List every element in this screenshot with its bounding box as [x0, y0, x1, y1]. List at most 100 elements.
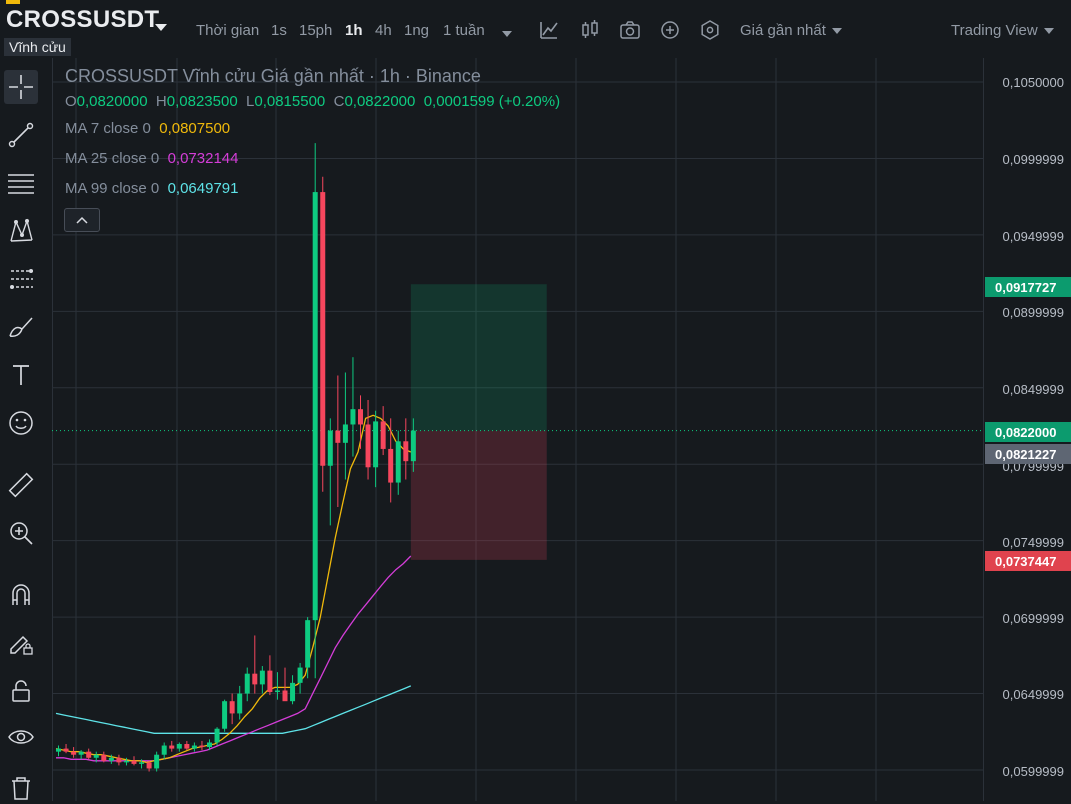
timeframe-1w[interactable]: 1 tuần	[443, 22, 485, 39]
price-axis-label: 0,0899999	[1002, 305, 1064, 320]
timeframe-1s[interactable]: 1s	[271, 22, 287, 39]
horizontal-lines-tool[interactable]	[4, 166, 38, 200]
crosshair-tool[interactable]	[4, 70, 38, 104]
candlestick-chart[interactable]	[52, 58, 983, 801]
take-profit-zone	[410, 284, 547, 431]
candle-body	[199, 745, 205, 748]
chart-type-icon[interactable]	[579, 19, 601, 41]
timeframe-4h[interactable]: 4h	[375, 22, 392, 39]
brush-icon	[9, 317, 33, 337]
symbol-dropdown-icon[interactable]	[155, 24, 167, 31]
candle-body	[237, 693, 243, 714]
symbol-title[interactable]: CROSSUSDT	[6, 6, 160, 33]
timeframe-1d[interactable]: 1ng	[404, 22, 430, 39]
pattern-tool[interactable]	[4, 214, 38, 248]
top-bar: CROSSUSDT Vĩnh cửu Thời gian 1s 15ph 1h …	[0, 0, 1071, 58]
eye-icon	[8, 730, 34, 744]
add-icon[interactable]	[659, 19, 681, 41]
ohlc-row: O0,0820000 H0,0823500 L0,0815500 C0,0822…	[65, 93, 560, 110]
ruler-tool[interactable]	[4, 468, 38, 502]
open-label: O	[65, 93, 77, 110]
view-mode-dropdown[interactable]: Trading View	[951, 22, 1054, 39]
candle-body	[327, 430, 333, 466]
candle-body	[161, 745, 167, 755]
magnet-icon	[12, 584, 30, 605]
timeframe-label: Thời gian	[196, 22, 260, 39]
high-value: 0,0823500	[166, 93, 238, 110]
chart-area[interactable]: CROSSUSDT Vĩnh cửu Giá gần nhất · 1h · B…	[52, 58, 983, 801]
price-axis-label: 0,1050000	[1002, 75, 1064, 90]
timeframe-1h[interactable]: 1h	[345, 22, 363, 39]
visibility-tool[interactable]	[4, 720, 38, 754]
ma99-value: 0,0649791	[167, 180, 239, 197]
candle-body	[154, 754, 160, 769]
stop-loss-price-tag: 0,0737447	[985, 551, 1071, 571]
candle-body	[350, 409, 356, 425]
candle-body	[78, 751, 84, 755]
brush-tool[interactable]	[4, 310, 38, 344]
ma99-line	[55, 685, 412, 734]
camera-icon[interactable]	[619, 19, 641, 41]
indicators-icon[interactable]	[538, 19, 560, 41]
candle-body	[191, 745, 197, 749]
brand-accent-mark	[6, 0, 20, 4]
ma7-line	[55, 414, 412, 764]
price-axis[interactable]: 0,1050000 0,0999999 0,0949999 0,0899999 …	[983, 58, 1071, 801]
candle-body	[71, 751, 77, 755]
candle-body	[63, 748, 69, 752]
lock-icon	[12, 680, 30, 702]
ma25-label: MA 25 close 0	[65, 150, 160, 167]
ruler-icon	[8, 472, 34, 498]
delete-tool[interactable]	[4, 770, 38, 804]
chevron-up-icon	[76, 216, 88, 224]
candle-body	[139, 762, 145, 764]
drawing-toolbar	[0, 58, 53, 801]
price-axis-label: 0,0699999	[1002, 611, 1064, 626]
price-axis-label: 0,0849999	[1002, 382, 1064, 397]
candle-body	[312, 192, 318, 621]
candle-body	[380, 421, 386, 449]
candle-body	[123, 760, 129, 763]
price-axis-label: 0,0749999	[1002, 535, 1064, 550]
trend-line-tool[interactable]	[4, 118, 38, 152]
emoji-icon	[9, 411, 33, 435]
emoji-tool[interactable]	[4, 406, 38, 440]
chevron-down-icon	[831, 28, 842, 35]
ma7-label: MA 7 close 0	[65, 120, 151, 137]
text-tool[interactable]	[4, 358, 38, 392]
lock-drawings-tool[interactable]	[4, 626, 38, 660]
candle-body	[267, 670, 273, 693]
candle-body	[297, 667, 303, 683]
legend-collapse-button[interactable]	[64, 208, 100, 232]
mark-price-tag: 0,0821227	[985, 444, 1071, 464]
ma25-legend[interactable]: MA 25 close 0 0,0732144	[65, 150, 238, 167]
timeframe-more-icon[interactable]	[500, 26, 514, 37]
low-value: 0,0815500	[254, 93, 326, 110]
zoom-in-tool[interactable]	[4, 516, 38, 550]
ma7-legend[interactable]: MA 7 close 0 0,0807500	[65, 120, 230, 137]
text-icon	[13, 365, 29, 385]
ma99-legend[interactable]: MA 99 close 0 0,0649791	[65, 180, 238, 197]
horizontal-lines-icon	[8, 174, 34, 194]
chevron-down-icon	[1043, 28, 1054, 35]
candle-body	[131, 760, 137, 764]
ma7-value: 0,0807500	[159, 120, 231, 137]
contract-type-badge: Vĩnh cửu	[4, 38, 71, 56]
stop-loss-zone	[410, 430, 547, 560]
settings-icon[interactable]	[699, 19, 721, 41]
fib-tool[interactable]	[4, 262, 38, 296]
ma25-line	[56, 555, 412, 762]
candle-body	[214, 728, 220, 743]
candle-body	[101, 754, 107, 761]
ma25-value: 0,0732144	[167, 150, 239, 167]
high-label: H	[155, 93, 167, 110]
ma99-label: MA 99 close 0	[65, 180, 160, 197]
magnet-tool[interactable]	[4, 578, 38, 612]
lock-tool[interactable]	[4, 674, 38, 708]
candle-body	[176, 744, 182, 749]
candle-body	[222, 701, 228, 729]
close-value: 0,0822000	[344, 93, 416, 110]
timeframe-15m[interactable]: 15ph	[299, 22, 333, 39]
candle-body	[244, 673, 250, 694]
price-type-dropdown[interactable]: Giá gần nhất	[740, 22, 842, 39]
